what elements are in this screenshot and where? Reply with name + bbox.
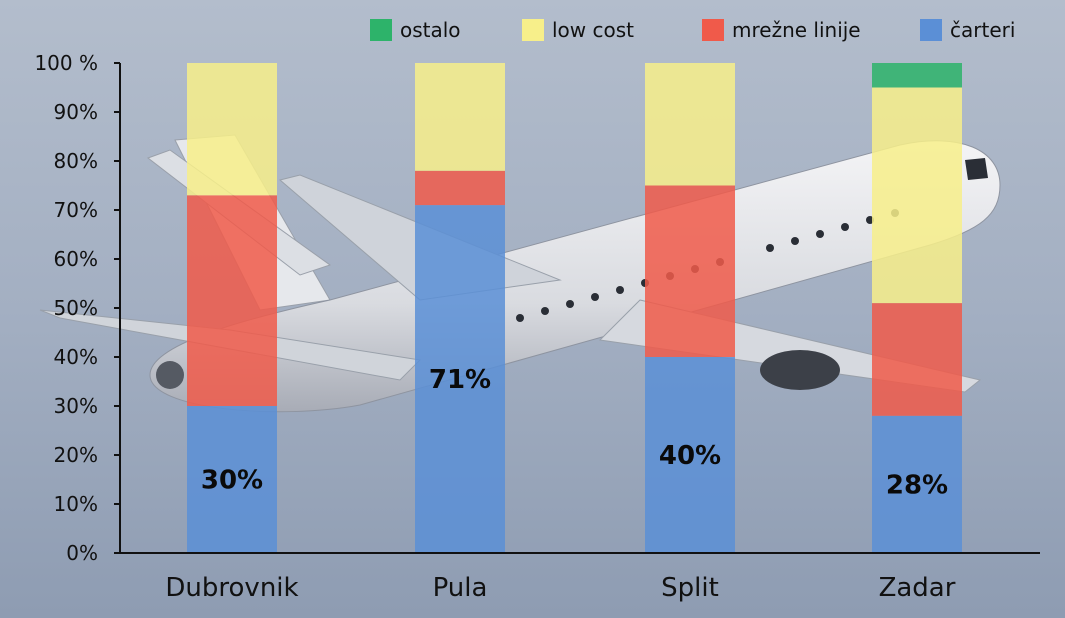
- x-tick-label-pula: Pula: [433, 573, 488, 603]
- y-tick-label: 20%: [54, 443, 98, 467]
- bar-zadar-low-cost: [872, 87, 962, 304]
- data-label-dubrovnik: 30%: [201, 466, 263, 496]
- bar-pula-low-cost: [415, 63, 505, 171]
- data-label-split: 40%: [659, 441, 721, 471]
- legend: ostalo low cost mrežne linije čarteri: [370, 18, 1015, 42]
- legend-label-low-cost: low cost: [552, 18, 634, 42]
- bar-pula-mrezne-linije: [415, 170, 505, 206]
- bar-split-carteri: [645, 357, 735, 553]
- bar-zadar-carteri: [872, 415, 962, 553]
- data-labels-group: 30% 71% 40% 28%: [201, 365, 948, 500]
- bar-pula-carteri: [415, 205, 505, 553]
- y-tick-label: 30%: [54, 394, 98, 418]
- axes-group: 0% 10% 20% 30% 40% 50% 60% 70% 80% 90% 100 % Dubrov…: [34, 51, 1040, 603]
- y-tick-label: 50%: [54, 296, 98, 320]
- x-tick-label-split: Split: [661, 573, 719, 603]
- bar-split-low-cost: [645, 63, 735, 186]
- bar-zadar-mrezne-linije: [872, 303, 962, 416]
- bars-group: [187, 63, 962, 553]
- legend-label-mrezne-linije: mrežne linije: [732, 18, 861, 42]
- legend-swatch-ostalo: [370, 19, 392, 41]
- legend-label-carteri: čarteri: [950, 18, 1015, 42]
- y-tick-label: 10%: [54, 492, 98, 516]
- x-tick-label-dubrovnik: Dubrovnik: [165, 573, 298, 603]
- y-tick-label: 100 %: [34, 51, 98, 75]
- bar-dubrovnik-carteri: [187, 406, 277, 553]
- y-tick-label: 0%: [66, 541, 98, 565]
- bar-dubrovnik-low-cost: [187, 63, 277, 196]
- legend-swatch-low-cost: [522, 19, 544, 41]
- legend-swatch-mrezne-linije: [702, 19, 724, 41]
- y-tick-label: 70%: [54, 198, 98, 222]
- data-label-zadar: 28%: [886, 470, 948, 500]
- bar-dubrovnik-mrezne-linije: [187, 195, 277, 406]
- bar-zadar-ostalo: [872, 63, 962, 88]
- y-tick-label: 90%: [54, 100, 98, 124]
- y-tick-label: 80%: [54, 149, 98, 173]
- x-tick-label-zadar: Zadar: [879, 573, 956, 603]
- bar-split-mrezne-linije: [645, 185, 735, 357]
- legend-swatch-carteri: [920, 19, 942, 41]
- legend-label-ostalo: ostalo: [400, 18, 461, 42]
- y-tick-label: 60%: [54, 247, 98, 271]
- y-tick-label: 40%: [54, 345, 98, 369]
- data-label-pula: 71%: [429, 365, 491, 395]
